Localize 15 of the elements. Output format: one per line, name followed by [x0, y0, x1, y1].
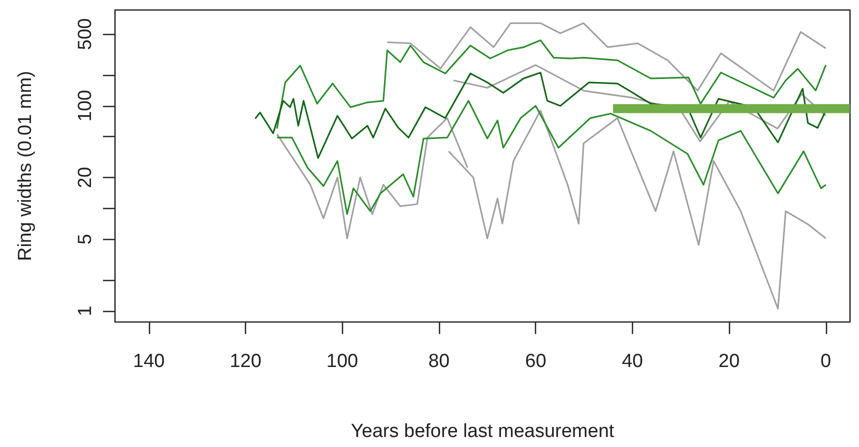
- x-tick-label: 60: [525, 351, 546, 372]
- y-tick-label: 100: [75, 90, 96, 122]
- x-tick-label: 20: [718, 351, 740, 372]
- x-tick-label: 40: [622, 351, 643, 372]
- x-tick-label: 140: [132, 351, 165, 372]
- x-tick-label: 100: [326, 351, 358, 372]
- x-tick-label: 0: [820, 351, 832, 372]
- y-tick-label: 20: [75, 166, 96, 188]
- y-tick-label: 5: [75, 234, 96, 245]
- y-tick-label: 1: [75, 306, 96, 316]
- x-axis-title: Years before last measurement: [350, 421, 615, 442]
- y-tick-label: 500: [75, 18, 96, 50]
- x-tick-label: 120: [230, 351, 262, 372]
- y-axis-title: Ring widths (0.01 mm): [15, 70, 36, 262]
- x-tick-label: 80: [428, 351, 450, 372]
